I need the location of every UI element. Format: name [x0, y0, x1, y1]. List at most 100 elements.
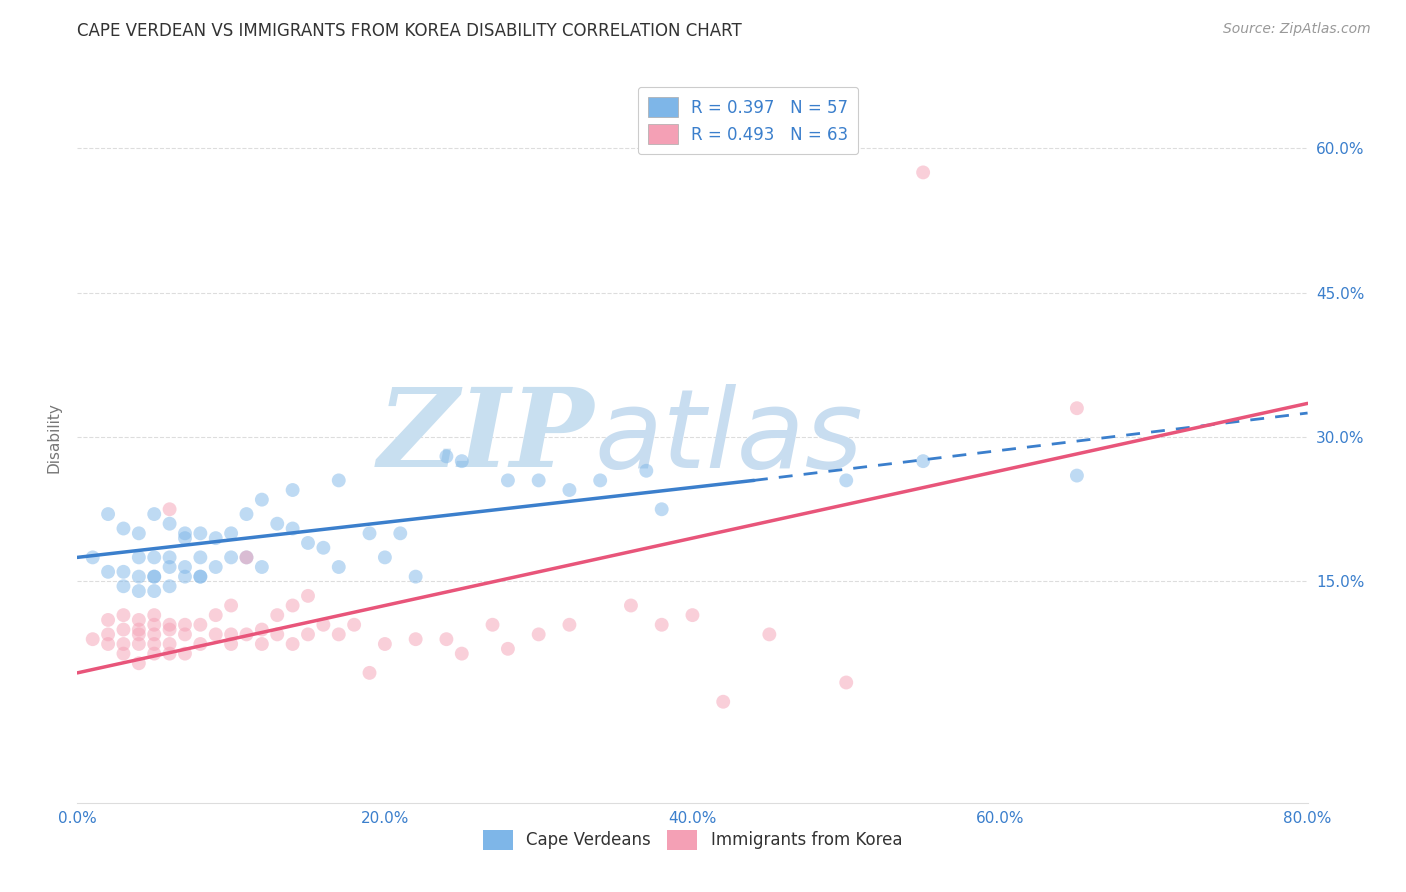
Point — [481, 617, 503, 632]
Point — [235, 550, 257, 565]
Point — [143, 627, 166, 641]
Point — [188, 569, 212, 583]
Point — [204, 560, 226, 574]
Point — [112, 565, 135, 579]
Point — [188, 569, 212, 583]
Point — [266, 608, 288, 623]
Point — [266, 627, 288, 641]
Point — [374, 637, 396, 651]
Point — [682, 608, 704, 623]
Point — [496, 474, 519, 488]
Point — [436, 632, 458, 647]
Point — [835, 474, 858, 488]
Point — [174, 627, 197, 641]
Point — [143, 608, 166, 623]
Point — [250, 637, 273, 651]
Point — [219, 627, 242, 641]
Point — [143, 550, 166, 565]
Point — [235, 507, 257, 521]
Text: atlas: atlas — [595, 384, 863, 491]
Point — [97, 565, 120, 579]
Point — [188, 526, 212, 541]
Point — [143, 647, 166, 661]
Point — [188, 637, 212, 651]
Point — [128, 550, 150, 565]
Point — [97, 507, 120, 521]
Point — [328, 474, 350, 488]
Point — [527, 474, 550, 488]
Point — [112, 647, 135, 661]
Point — [143, 637, 166, 651]
Point — [374, 550, 396, 565]
Point — [620, 599, 643, 613]
Point — [219, 550, 242, 565]
Point — [97, 613, 120, 627]
Point — [835, 675, 858, 690]
Point — [281, 637, 304, 651]
Point — [159, 623, 181, 637]
Point — [1066, 468, 1088, 483]
Point — [758, 627, 780, 641]
Text: ZIP: ZIP — [377, 384, 595, 491]
Point — [112, 608, 135, 623]
Point — [651, 617, 673, 632]
Point — [250, 560, 273, 574]
Point — [82, 632, 104, 647]
Point — [281, 483, 304, 497]
Point — [343, 617, 366, 632]
Legend: Cape Verdeans, Immigrants from Korea: Cape Verdeans, Immigrants from Korea — [477, 823, 908, 856]
Point — [188, 550, 212, 565]
Point — [97, 627, 120, 641]
Point — [204, 531, 226, 545]
Point — [174, 560, 197, 574]
Point — [558, 483, 581, 497]
Point — [589, 474, 612, 488]
Point — [143, 617, 166, 632]
Point — [558, 617, 581, 632]
Point — [235, 627, 257, 641]
Point — [405, 632, 427, 647]
Y-axis label: Disability: Disability — [46, 401, 62, 473]
Point — [159, 579, 181, 593]
Point — [159, 560, 181, 574]
Point — [328, 560, 350, 574]
Point — [297, 627, 319, 641]
Point — [250, 623, 273, 637]
Point — [312, 541, 335, 555]
Point — [204, 627, 226, 641]
Point — [159, 550, 181, 565]
Point — [128, 637, 150, 651]
Point — [188, 617, 212, 632]
Point — [174, 531, 197, 545]
Point — [159, 516, 181, 531]
Point — [82, 550, 104, 565]
Point — [128, 584, 150, 599]
Point — [112, 623, 135, 637]
Point — [128, 627, 150, 641]
Point — [527, 627, 550, 641]
Point — [159, 617, 181, 632]
Point — [328, 627, 350, 641]
Point — [359, 526, 381, 541]
Point — [112, 521, 135, 535]
Point — [143, 584, 166, 599]
Point — [281, 599, 304, 613]
Point — [297, 589, 319, 603]
Point — [1066, 401, 1088, 416]
Point — [297, 536, 319, 550]
Point — [405, 569, 427, 583]
Point — [143, 507, 166, 521]
Point — [219, 599, 242, 613]
Point — [250, 492, 273, 507]
Point — [128, 623, 150, 637]
Point — [128, 613, 150, 627]
Point — [359, 665, 381, 680]
Point — [174, 569, 197, 583]
Point — [174, 526, 197, 541]
Point — [436, 450, 458, 464]
Point — [143, 569, 166, 583]
Point — [450, 647, 472, 661]
Point — [389, 526, 412, 541]
Point — [143, 569, 166, 583]
Text: CAPE VERDEAN VS IMMIGRANTS FROM KOREA DISABILITY CORRELATION CHART: CAPE VERDEAN VS IMMIGRANTS FROM KOREA DI… — [77, 22, 742, 40]
